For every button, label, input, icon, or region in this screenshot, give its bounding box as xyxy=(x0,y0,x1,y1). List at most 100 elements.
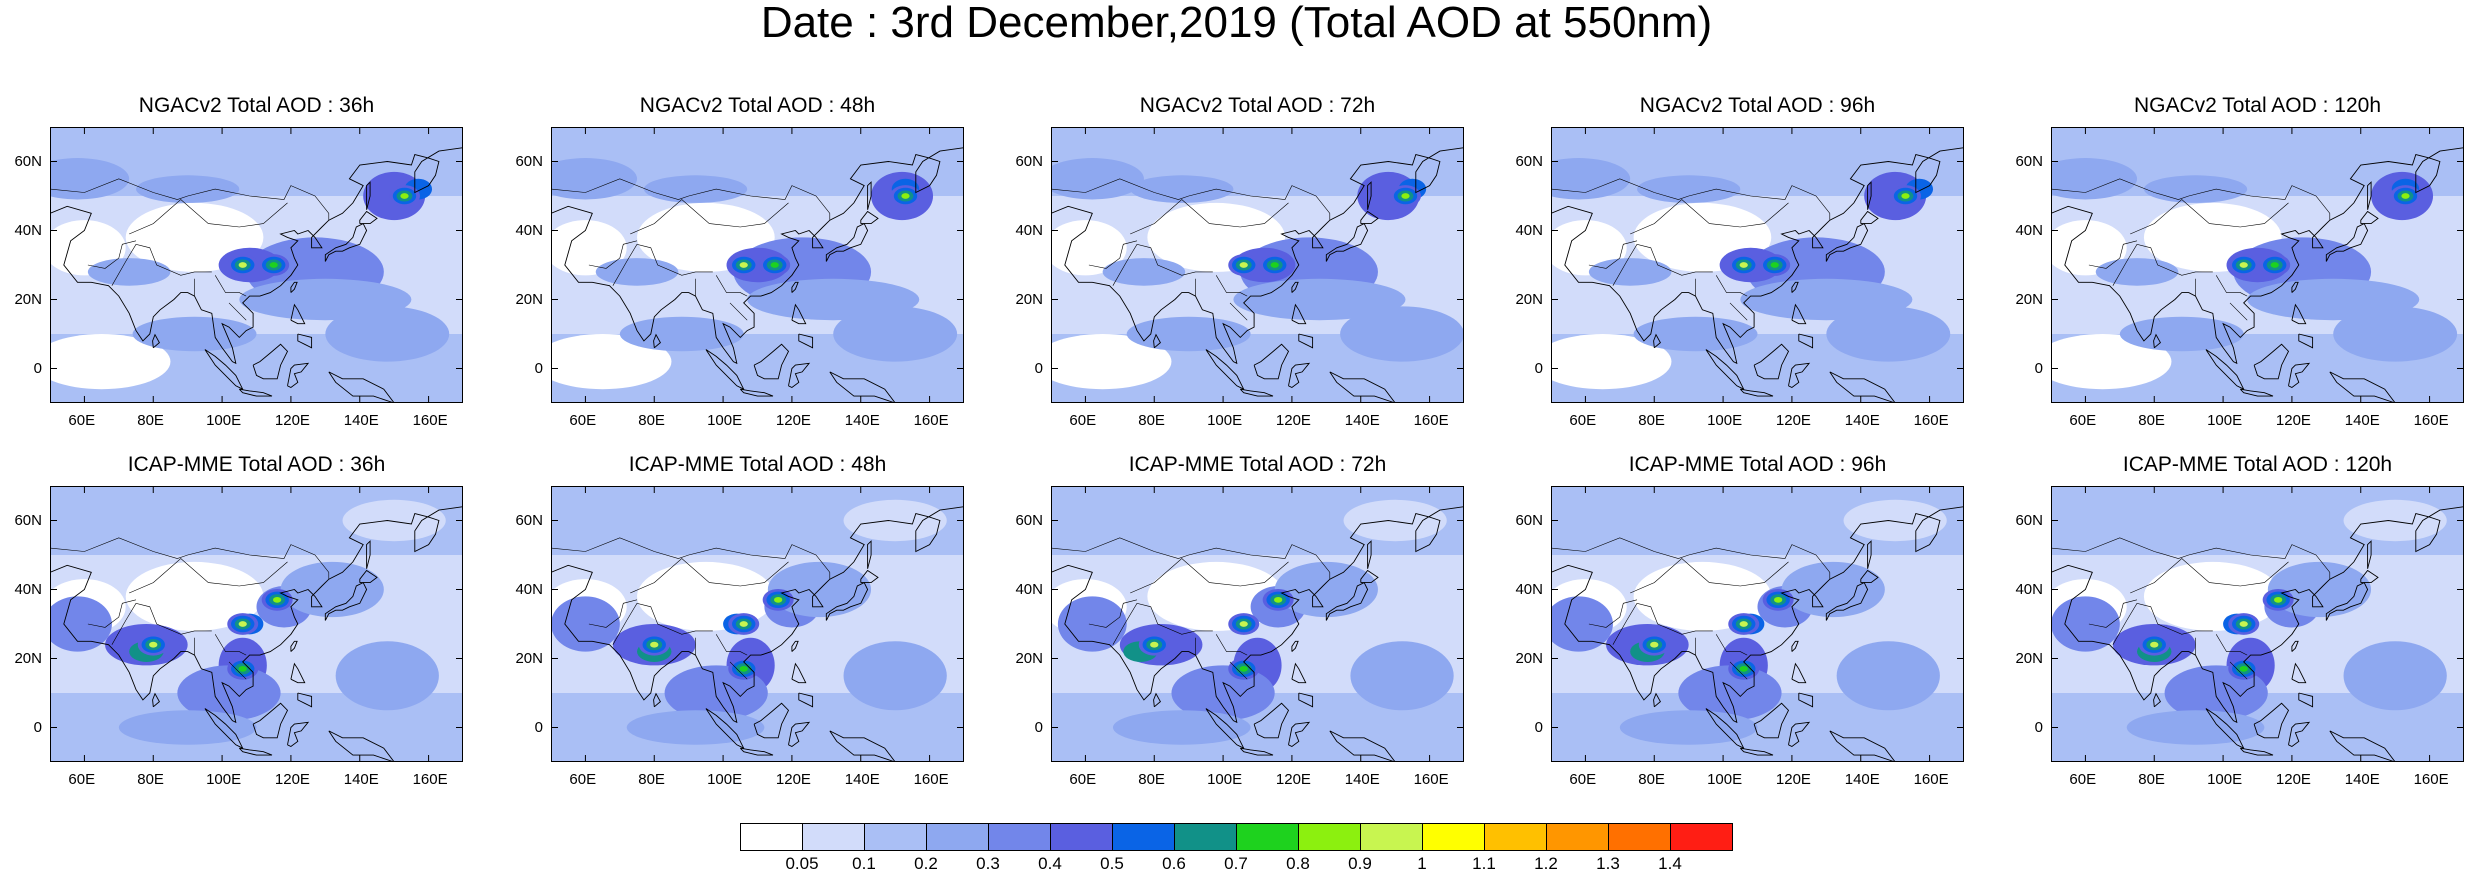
panel-title: ICAP-MME Total AOD : 36h xyxy=(127,453,386,476)
lon-tick-label: 80E xyxy=(1138,771,1165,788)
coastline xyxy=(290,303,306,325)
lon-tick-label: 60E xyxy=(1569,412,1597,429)
coastline xyxy=(1288,362,1311,389)
lat-tick-label: 60N xyxy=(1515,511,1543,529)
coastline xyxy=(860,569,879,584)
lat-tick-label: 60N xyxy=(1515,152,1543,170)
aod-region xyxy=(335,641,439,711)
coastline xyxy=(2291,303,2307,325)
clear-region xyxy=(551,334,672,390)
coastline xyxy=(2205,349,2245,391)
colorbar-swatch xyxy=(1236,823,1299,851)
country-border xyxy=(2051,178,2331,221)
aod-hotspot xyxy=(739,262,748,268)
country-border xyxy=(1630,558,1789,594)
lon-tick-label: 100E xyxy=(1207,771,1243,788)
lat-tick-label: 0 xyxy=(1534,359,1543,377)
colorbar-swatch xyxy=(1422,823,1485,851)
lat-tick-label: 40N xyxy=(1515,580,1543,598)
country-border xyxy=(2229,302,2248,321)
coastline xyxy=(1867,181,1872,210)
coastline xyxy=(1788,362,1811,389)
aod-hotspot xyxy=(1774,596,1783,603)
aod-region xyxy=(1678,665,1782,721)
coastline xyxy=(1798,333,1814,349)
aod-region xyxy=(2051,596,2120,652)
lat-tick-label: 60N xyxy=(1015,152,1043,170)
coastline xyxy=(204,349,244,391)
coastline xyxy=(867,181,872,210)
aod-hotspot xyxy=(1770,262,1779,268)
coastline xyxy=(2153,333,2161,349)
lon-tick-label: 160E xyxy=(1913,771,1949,788)
coastline xyxy=(1860,569,1879,584)
lat-tick-label: 20N xyxy=(1515,290,1543,308)
clear-region xyxy=(1051,220,1127,276)
colorbar-label: 0.5 xyxy=(1100,854,1124,873)
lon-tick-label: 160E xyxy=(2413,412,2449,429)
coastline xyxy=(324,581,368,621)
coastline xyxy=(252,702,289,739)
lat-tick-label: 60N xyxy=(14,152,42,170)
lat-tick-label: 20N xyxy=(1015,649,1043,667)
aod-region xyxy=(551,158,638,200)
colorbar-label: 1 xyxy=(1417,854,1427,873)
lon-tick-label: 120E xyxy=(1275,771,1311,788)
lon-tick-label: 140E xyxy=(1844,412,1880,429)
colorbar-swatch xyxy=(1360,823,1423,851)
lat-tick-label: 20N xyxy=(1015,290,1043,308)
coastline xyxy=(1705,349,1745,391)
coastline xyxy=(1825,222,1869,262)
aod-region xyxy=(2119,316,2244,352)
coastline xyxy=(1791,303,1807,325)
lon-tick-label: 60E xyxy=(569,412,597,429)
aod-region xyxy=(177,665,281,721)
coastline xyxy=(753,702,790,739)
aod-region xyxy=(1340,306,1464,362)
lon-tick-label: 60E xyxy=(2069,771,2097,788)
coastline xyxy=(50,147,463,365)
panel-title: ICAP-MME Total AOD : 120h xyxy=(2122,453,2393,476)
coastline xyxy=(1829,371,1896,403)
coastline xyxy=(1798,692,1814,708)
aod-hotspot xyxy=(2239,665,2248,672)
lon-tick-label: 120E xyxy=(775,412,811,429)
coastline xyxy=(860,210,879,225)
coastline xyxy=(2291,662,2307,684)
panel-title: NGACv2 Total AOD : 36h xyxy=(138,94,375,117)
lon-tick-label: 140E xyxy=(343,771,379,788)
lon-tick-label: 100E xyxy=(1207,412,1243,429)
coastline xyxy=(1739,388,1774,397)
coastline xyxy=(739,388,774,397)
clear-region xyxy=(2143,561,2282,631)
lon-tick-label: 100E xyxy=(206,412,242,429)
coastline xyxy=(2367,540,2372,569)
coastline xyxy=(1051,506,1464,724)
panel-title: ICAP-MME Total AOD : 48h xyxy=(628,453,887,476)
aod-region xyxy=(1551,158,1631,200)
lat-tick-label: 60N xyxy=(515,511,543,529)
aod-map-panel xyxy=(1551,486,1964,762)
colorbar-swatch xyxy=(926,823,989,851)
coastline xyxy=(2329,730,2396,762)
coastline xyxy=(2239,747,2274,756)
coastline xyxy=(1205,708,1245,750)
aod-field xyxy=(1051,486,1464,762)
aod-hotspot xyxy=(269,262,278,268)
aod-map-panel xyxy=(1051,127,1464,403)
aod-hotspot xyxy=(1239,665,1248,672)
colorbar-swatch xyxy=(1608,823,1671,851)
aod-region xyxy=(2051,158,2138,200)
coastline xyxy=(1825,581,1869,621)
country-border xyxy=(1215,634,1248,656)
lat-tick-label: 40N xyxy=(515,580,543,598)
coastline xyxy=(1253,702,1290,739)
country-border xyxy=(588,599,638,628)
lat-tick-label: 40N xyxy=(14,580,42,598)
colorbar-label: 0.05 xyxy=(785,854,819,873)
coastline xyxy=(2288,721,2311,748)
aod-field xyxy=(1551,486,1964,762)
country-border xyxy=(2112,243,2213,286)
coastline xyxy=(1829,730,1896,762)
lon-tick-label: 120E xyxy=(1275,412,1311,429)
